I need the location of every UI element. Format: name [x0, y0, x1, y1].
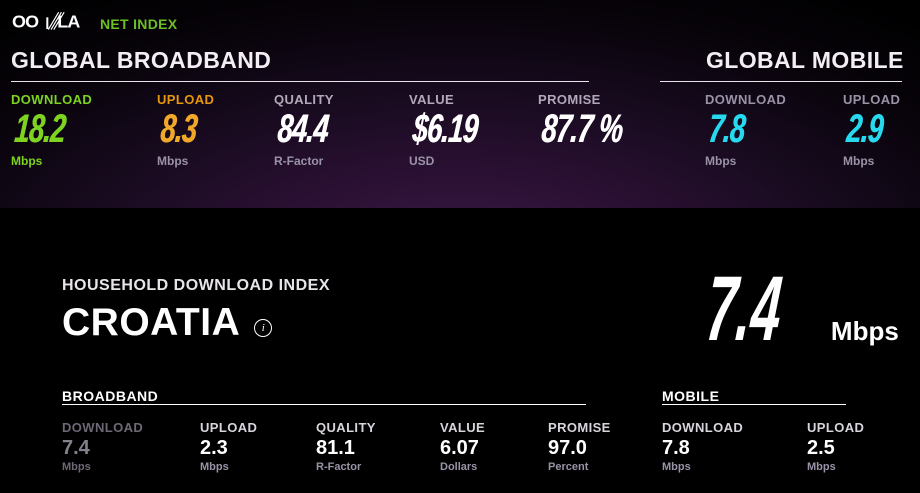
svg-text:OO: OO — [12, 11, 39, 31]
svg-text:LA: LA — [57, 11, 80, 31]
